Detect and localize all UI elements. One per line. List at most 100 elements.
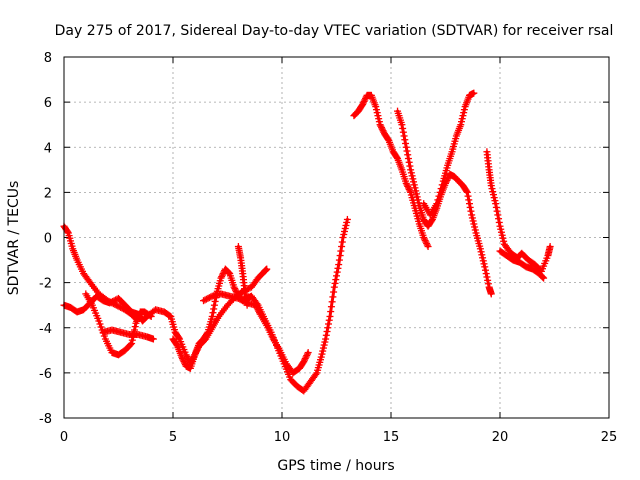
data-point (303, 350, 311, 358)
data-point (224, 268, 232, 276)
data-series (60, 89, 554, 395)
data-point (372, 106, 380, 114)
data-point (403, 147, 411, 155)
data-point (327, 308, 335, 316)
data-point (493, 207, 501, 215)
data-point (423, 241, 431, 249)
data-point (401, 136, 409, 144)
data-point (500, 237, 508, 245)
data-point (488, 185, 496, 193)
y-axis-label: SDTVAR / TECUs (6, 181, 22, 296)
data-point (546, 243, 554, 251)
data-point (414, 196, 422, 204)
x-tick-label: 25 (601, 430, 618, 445)
data-point (494, 211, 502, 219)
data-point (484, 276, 492, 284)
data-point (420, 235, 428, 243)
series-track-8 (243, 215, 351, 395)
data-point (407, 166, 415, 174)
data-point (217, 274, 225, 282)
y-tick-label: 4 (44, 141, 52, 156)
data-point (131, 323, 139, 331)
data-point (489, 191, 497, 199)
data-point (412, 187, 420, 195)
data-point (482, 270, 490, 278)
data-point (497, 225, 505, 233)
data-point (410, 181, 418, 189)
data-point (492, 200, 500, 208)
data-point (399, 128, 407, 136)
data-point (402, 139, 410, 147)
data-point (469, 217, 477, 225)
data-point (208, 312, 216, 320)
data-point (499, 234, 507, 242)
y-tick-label: 2 (44, 186, 52, 201)
data-point (211, 297, 219, 305)
series-track-9 (350, 91, 432, 251)
y-tick-label: 8 (44, 51, 52, 66)
data-point (64, 228, 72, 236)
series-track-13 (496, 247, 548, 282)
data-point (457, 121, 465, 129)
data-point (481, 266, 489, 274)
data-point (301, 356, 309, 364)
x-tick-label: 15 (383, 430, 400, 445)
data-point (468, 211, 476, 219)
data-point (218, 273, 226, 281)
data-point (338, 243, 346, 251)
data-point (476, 245, 484, 253)
series-track-11 (420, 89, 478, 219)
data-point (303, 352, 311, 360)
data-point (326, 312, 334, 320)
data-point (463, 188, 471, 196)
data-point (361, 96, 369, 104)
series-track-3 (82, 290, 155, 359)
data-point (398, 121, 406, 129)
y-tick-label: -6 (39, 367, 52, 382)
data-point (374, 112, 382, 120)
data-point (428, 217, 436, 225)
data-point (470, 89, 478, 97)
data-point (479, 254, 487, 262)
data-point (263, 265, 271, 273)
data-point (375, 115, 383, 123)
data-point (320, 341, 328, 349)
data-point (337, 247, 345, 255)
data-point (378, 124, 386, 132)
data-point (338, 238, 346, 246)
data-point (490, 194, 498, 202)
data-point (458, 115, 466, 123)
data-point (335, 256, 343, 264)
data-point (323, 328, 331, 336)
data-point (147, 312, 155, 320)
data-point (465, 196, 473, 204)
y-tick-label: -8 (39, 412, 52, 427)
data-point (459, 112, 467, 120)
data-point (149, 335, 157, 343)
data-point (438, 181, 446, 189)
x-tick-label: 0 (60, 430, 68, 445)
data-point (422, 238, 430, 246)
data-point (539, 273, 547, 281)
data-point (359, 100, 367, 108)
data-point (340, 230, 348, 238)
data-point (329, 293, 337, 301)
data-point (330, 283, 338, 291)
data-point (126, 341, 134, 349)
data-point (399, 124, 407, 132)
data-point (468, 214, 476, 222)
data-point (404, 184, 412, 192)
data-point (253, 300, 261, 308)
data-point (489, 188, 497, 196)
data-point (203, 329, 211, 337)
data-point (470, 220, 478, 228)
data-point (225, 269, 233, 277)
data-point (335, 261, 343, 269)
series-track-5 (169, 265, 251, 372)
data-point (232, 288, 240, 296)
data-point (479, 257, 487, 265)
data-point (405, 185, 413, 193)
data-point (465, 200, 473, 208)
data-point (421, 237, 429, 245)
y-tick-label: 6 (44, 96, 52, 111)
